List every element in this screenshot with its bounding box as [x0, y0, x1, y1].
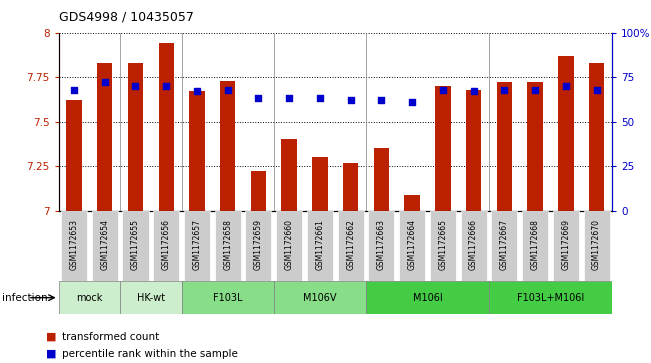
Bar [66, 100, 81, 211]
FancyBboxPatch shape [553, 211, 579, 281]
Text: GSM1172660: GSM1172660 [284, 219, 294, 270]
FancyBboxPatch shape [122, 211, 148, 281]
Text: GSM1172667: GSM1172667 [500, 219, 509, 270]
FancyBboxPatch shape [153, 211, 179, 281]
Text: GSM1172666: GSM1172666 [469, 219, 478, 270]
Bar [97, 63, 113, 211]
Text: GSM1172662: GSM1172662 [346, 219, 355, 270]
Text: mock: mock [76, 293, 102, 303]
Bar [435, 86, 450, 211]
Text: GSM1172669: GSM1172669 [561, 219, 570, 270]
Text: GDS4998 / 10435057: GDS4998 / 10435057 [59, 11, 193, 24]
FancyBboxPatch shape [182, 281, 274, 314]
FancyBboxPatch shape [120, 281, 182, 314]
Point [499, 87, 510, 93]
Point [591, 87, 602, 93]
Text: GSM1172653: GSM1172653 [70, 219, 79, 270]
FancyBboxPatch shape [245, 211, 271, 281]
Text: GSM1172657: GSM1172657 [193, 219, 201, 270]
Point [223, 87, 233, 93]
Bar [158, 43, 174, 211]
FancyBboxPatch shape [61, 211, 87, 281]
Text: M106I: M106I [413, 293, 443, 303]
FancyBboxPatch shape [522, 211, 548, 281]
Point [314, 95, 325, 101]
Bar [189, 91, 204, 211]
Point [468, 89, 478, 94]
Text: ■: ■ [46, 349, 56, 359]
Text: F103L: F103L [213, 293, 242, 303]
FancyBboxPatch shape [92, 211, 118, 281]
Bar [527, 82, 543, 211]
Text: GSM1172661: GSM1172661 [315, 219, 324, 270]
Point [253, 95, 264, 101]
Bar [128, 63, 143, 211]
FancyBboxPatch shape [338, 211, 364, 281]
Bar [374, 148, 389, 211]
Point [130, 83, 141, 89]
FancyBboxPatch shape [184, 211, 210, 281]
Text: infection: infection [2, 293, 48, 303]
FancyBboxPatch shape [368, 211, 395, 281]
Text: GSM1172654: GSM1172654 [100, 219, 109, 270]
Bar [404, 195, 420, 211]
Point [530, 87, 540, 93]
Text: GSM1172663: GSM1172663 [377, 219, 386, 270]
Bar [220, 81, 236, 211]
Text: GSM1172659: GSM1172659 [254, 219, 263, 270]
Point [437, 87, 448, 93]
Point [161, 83, 171, 89]
Text: GSM1172658: GSM1172658 [223, 219, 232, 270]
Point [376, 97, 387, 103]
Bar [343, 163, 358, 211]
Text: GSM1172664: GSM1172664 [408, 219, 417, 270]
Text: M106V: M106V [303, 293, 337, 303]
Text: GSM1172665: GSM1172665 [438, 219, 447, 270]
Point [191, 89, 202, 94]
FancyBboxPatch shape [489, 281, 612, 314]
Point [69, 87, 79, 93]
Point [100, 79, 110, 85]
FancyBboxPatch shape [583, 211, 609, 281]
Point [284, 95, 294, 101]
FancyBboxPatch shape [276, 211, 302, 281]
Text: ■: ■ [46, 332, 56, 342]
Text: GSM1172670: GSM1172670 [592, 219, 601, 270]
FancyBboxPatch shape [492, 211, 518, 281]
Bar [558, 56, 574, 211]
FancyBboxPatch shape [307, 211, 333, 281]
Text: GSM1172656: GSM1172656 [161, 219, 171, 270]
FancyBboxPatch shape [274, 281, 366, 314]
FancyBboxPatch shape [59, 281, 120, 314]
Point [561, 83, 571, 89]
FancyBboxPatch shape [215, 211, 241, 281]
Point [346, 97, 356, 103]
Bar [312, 157, 327, 211]
Text: HK-wt: HK-wt [137, 293, 165, 303]
Text: GSM1172655: GSM1172655 [131, 219, 140, 270]
Point [407, 99, 417, 105]
Text: GSM1172668: GSM1172668 [531, 219, 540, 270]
FancyBboxPatch shape [430, 211, 456, 281]
Bar [497, 82, 512, 211]
Text: percentile rank within the sample: percentile rank within the sample [62, 349, 238, 359]
Text: F103L+M106I: F103L+M106I [517, 293, 584, 303]
Bar [281, 139, 297, 211]
Bar [251, 171, 266, 211]
FancyBboxPatch shape [460, 211, 487, 281]
Text: transformed count: transformed count [62, 332, 159, 342]
Bar [589, 63, 604, 211]
FancyBboxPatch shape [399, 211, 425, 281]
FancyBboxPatch shape [366, 281, 489, 314]
Bar [466, 90, 481, 211]
